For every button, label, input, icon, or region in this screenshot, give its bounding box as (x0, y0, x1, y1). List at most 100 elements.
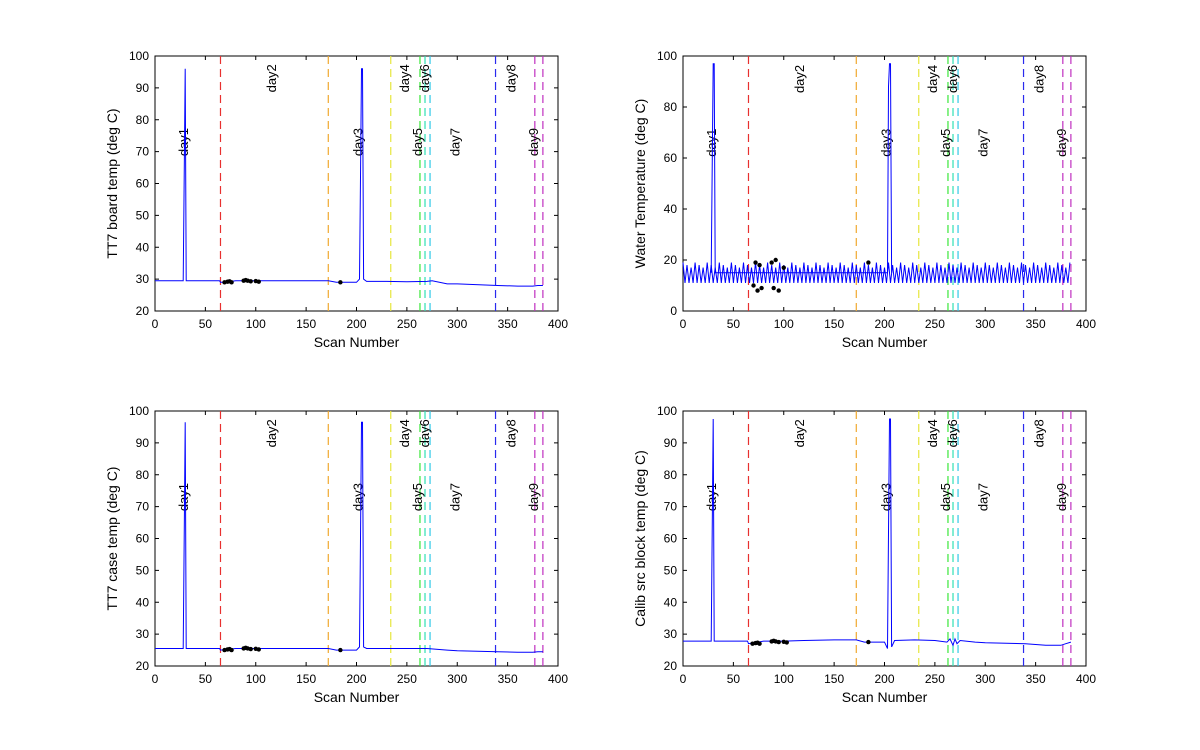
x-tick-label: 400 (1076, 317, 1096, 331)
x-axis-label: Scan Number (842, 334, 928, 350)
x-axis-label: Scan Number (314, 334, 400, 350)
x-axis: 0 50 100 150 200 250 300 350 400 (152, 411, 568, 686)
day-label: day1 (176, 483, 191, 511)
y-tick-label: 60 (136, 177, 150, 191)
y-tick-label: 80 (136, 113, 150, 127)
day-label: day5 (410, 483, 425, 511)
data-marker (759, 285, 764, 291)
series (155, 68, 543, 287)
day-label: day1 (176, 128, 191, 156)
x-tick-label: 200 (346, 672, 366, 686)
x-axis: 0 50 100 150 200 250 300 350 400 (680, 411, 1096, 686)
series (683, 418, 1072, 649)
data-marker (781, 265, 786, 270)
x-tick-label: 150 (296, 672, 316, 686)
series-line (683, 418, 1072, 649)
x-axis-label: Scan Number (842, 689, 928, 705)
x-tick-label: 200 (874, 317, 894, 331)
y-tick-label: 100 (129, 49, 149, 63)
series-line (155, 68, 543, 287)
x-tick-label: 250 (925, 672, 945, 686)
day-label: day8 (1032, 65, 1047, 93)
day-label: day4 (397, 64, 412, 92)
x-tick-label: 150 (824, 672, 844, 686)
y-tick-label: 20 (136, 659, 150, 673)
x-tick-label: 50 (199, 317, 213, 331)
x-tick-label: 50 (727, 317, 741, 331)
y-axis: 0 20 40 60 80 100 (657, 49, 1086, 318)
y-tick-label: 70 (136, 145, 150, 159)
x-tick-label: 50 (199, 672, 213, 686)
y-tick-label: 70 (136, 500, 150, 514)
y-tick-label: 90 (136, 436, 150, 450)
day-label: day9 (1054, 129, 1069, 157)
data-marker (776, 639, 781, 645)
day-label: day2 (264, 64, 279, 92)
x-tick-label: 350 (498, 317, 518, 331)
y-tick-label: 100 (657, 49, 677, 63)
day-markers: day1 day2 day3 day4 day5 day6 day7 day8 day9 (704, 411, 1072, 666)
panel-calib-block-temp: 0 50 100 150 200 250 300 350 400 20 30 40 50 60 70 80 9… (632, 404, 1096, 705)
plot-area (154, 410, 559, 667)
data-marker (256, 279, 261, 284)
data-marker (866, 639, 871, 645)
x-tick-label: 350 (498, 672, 518, 686)
day-label: day9 (1054, 483, 1069, 511)
y-tick-label: 30 (136, 627, 150, 641)
y-tick-label: 0 (670, 304, 677, 318)
series (155, 421, 543, 653)
data-marker (769, 260, 774, 265)
x-tick-label: 400 (1076, 672, 1096, 686)
x-tick-label: 200 (346, 317, 366, 331)
day-label: day7 (975, 129, 990, 157)
y-tick-label: 50 (136, 208, 150, 222)
day-label: day8 (1032, 419, 1047, 447)
y-tick-label: 70 (664, 500, 678, 514)
data-marker (256, 647, 261, 652)
data-marker (866, 260, 871, 265)
y-tick-label: 20 (136, 304, 150, 318)
day-markers: day1 day2 day3 day4 day5 day6 day7 day8 day9 (704, 56, 1072, 311)
y-tick-label: 100 (657, 404, 677, 418)
day-label: day3 (879, 129, 894, 157)
day-label: day9 (526, 483, 541, 511)
marker-points (750, 638, 871, 646)
day-label: day6 (417, 419, 432, 447)
data-marker (248, 646, 253, 652)
x-tick-label: 150 (296, 317, 316, 331)
y-tick-label: 60 (136, 532, 150, 546)
day-label: day9 (526, 128, 541, 156)
x-tick-label: 400 (548, 317, 568, 331)
day-label: day7 (975, 483, 990, 511)
y-tick-label: 50 (136, 563, 150, 577)
day-label: day4 (925, 65, 940, 93)
day-label: day3 (351, 483, 366, 511)
y-tick-label: 20 (664, 253, 678, 267)
x-tick-label: 0 (680, 672, 687, 686)
y-axis-label: Water Temperature (deg C) (632, 99, 648, 269)
x-tick-label: 100 (774, 317, 794, 331)
y-axis-label: Calib src block temp (deg C) (632, 450, 648, 627)
x-tick-label: 100 (774, 672, 794, 686)
y-tick-label: 100 (129, 404, 149, 418)
day-label: day2 (792, 419, 807, 447)
series-line (155, 421, 543, 653)
y-axis: 20 30 40 50 60 70 80 90 100 (129, 404, 558, 673)
x-tick-label: 100 (246, 672, 266, 686)
day-markers: day1 day2 day3 day4 day5 day6 day7 day8 day9 (176, 56, 544, 311)
y-tick-label: 30 (664, 627, 678, 641)
x-tick-label: 350 (1026, 317, 1046, 331)
data-marker (248, 279, 253, 284)
y-tick-label: 90 (136, 81, 150, 95)
x-tick-label: 50 (727, 672, 741, 686)
day-label: day4 (925, 419, 940, 447)
x-tick-label: 100 (246, 317, 266, 331)
data-marker (755, 288, 760, 293)
data-marker (757, 262, 762, 268)
data-marker (338, 647, 343, 653)
x-tick-label: 350 (1026, 672, 1046, 686)
data-marker (771, 285, 776, 291)
plot-area (154, 55, 559, 312)
x-tick-label: 250 (397, 672, 417, 686)
x-tick-label: 0 (152, 672, 159, 686)
